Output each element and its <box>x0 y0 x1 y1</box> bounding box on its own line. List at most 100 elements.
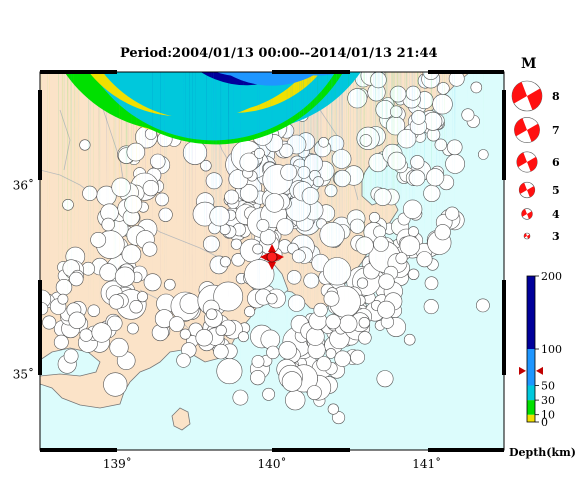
focal-mechanism <box>49 0 396 54</box>
focal-mechanism <box>280 72 298 181</box>
magnitude-legend-ball <box>523 232 531 240</box>
lon-tick-label: 141˚ <box>412 456 441 471</box>
focal-mechanism <box>303 72 320 289</box>
focal-mechanism <box>143 72 162 292</box>
focal-mechanism <box>126 72 295 335</box>
focal-mechanism <box>288 72 306 312</box>
focal-mechanism <box>90 72 107 248</box>
focal-mechanism <box>150 72 166 170</box>
focal-mechanism <box>285 72 306 411</box>
focal-mechanism <box>350 72 365 365</box>
focal-mechanism <box>423 72 439 315</box>
focal-mechanism <box>313 72 328 318</box>
focal-mechanism <box>445 72 460 221</box>
frame-left-ticks <box>38 90 42 375</box>
depth-color-band <box>527 385 535 401</box>
focal-mechanism <box>461 72 475 122</box>
focal-mechanism <box>339 72 358 334</box>
focal-mechanism <box>232 72 342 406</box>
magnitude-legend-ball <box>516 151 538 173</box>
focal-mechanism <box>278 72 297 360</box>
depth-axis-label: Depth(km) <box>509 446 576 459</box>
focal-mechanism <box>87 72 282 317</box>
frame-top-ticks <box>40 70 504 74</box>
focal-mechanism <box>205 72 223 190</box>
focal-mechanism <box>291 72 306 264</box>
focal-mechanism <box>475 72 490 313</box>
depth-tick-label: 10 <box>541 409 555 422</box>
focal-mechanism <box>215 72 227 337</box>
focal-mechanism <box>213 72 229 360</box>
focal-mechanism <box>169 72 185 332</box>
focal-mechanism <box>209 72 230 227</box>
focal-mechanism <box>176 72 320 368</box>
focal-mechanism <box>202 72 220 253</box>
focal-mechanism <box>69 72 250 287</box>
focal-mechanism <box>114 72 219 287</box>
focal-mechanism <box>395 72 408 265</box>
focal-mechanism <box>206 72 218 320</box>
magnitude-legend: 8 7 6 5 4 3 <box>511 80 560 243</box>
magnitude-legend-ball <box>511 80 543 112</box>
depth-color-band <box>527 414 535 422</box>
focal-mechanism <box>107 72 295 331</box>
focal-mechanism <box>399 72 420 256</box>
focal-mechanism <box>142 72 158 257</box>
magnitude-legend-label: 6 <box>552 156 560 169</box>
magnitude-legend-ball <box>521 208 533 220</box>
focal-mechanism <box>101 72 115 232</box>
focal-mechanism <box>426 72 445 187</box>
focal-mechanism <box>195 72 213 347</box>
focal-mechanism <box>318 72 329 148</box>
focal-mechanism <box>305 72 325 346</box>
depth-tick-label: 200 <box>541 270 562 283</box>
focal-mechanism <box>287 72 302 285</box>
focal-mechanism <box>325 72 341 330</box>
focal-mechanism <box>333 72 352 188</box>
focal-mechanism <box>358 72 372 345</box>
epicenter-triangle-top <box>268 244 276 252</box>
focal-mechanism <box>408 72 426 187</box>
focal-mechanism <box>434 72 447 152</box>
focal-mechanism <box>63 72 336 364</box>
focal-mechanism <box>377 72 396 319</box>
focal-mechanism <box>331 72 352 169</box>
focal-mechanism <box>410 72 425 170</box>
focal-mechanism <box>111 72 131 198</box>
depth-tick-label: 100 <box>541 343 562 356</box>
focal-mechanism <box>376 72 394 388</box>
focal-mechanism <box>373 72 389 252</box>
lat-tick-label: 36˚ <box>13 177 34 192</box>
focal-mechanism <box>297 72 311 179</box>
depth-marker-left <box>519 366 526 375</box>
lon-tick-label: 139˚ <box>103 456 132 471</box>
focal-mechanism <box>244 72 275 290</box>
epicenter-triangle-left <box>260 253 268 261</box>
focal-mechanism <box>396 72 417 149</box>
frame-right-ticks <box>502 90 506 375</box>
focal-mechanism <box>82 72 98 201</box>
focal-mechanisms <box>40 0 490 425</box>
focal-mechanism <box>281 72 303 392</box>
focal-mechanism <box>373 72 386 80</box>
epicenter-triangle-right <box>276 253 284 261</box>
depth-marker-right <box>536 366 543 375</box>
island <box>171 407 191 431</box>
focal-mechanism <box>103 72 361 397</box>
focal-mechanism <box>262 72 275 401</box>
focal-mechanism <box>124 72 143 214</box>
focal-mechanism <box>250 72 266 386</box>
focal-mechanism <box>108 72 265 310</box>
magnitude-legend-title: M <box>521 56 537 72</box>
focal-mechanism <box>129 72 263 314</box>
focal-mechanism <box>349 72 365 234</box>
focal-mechanism <box>251 72 265 368</box>
focal-mechanism <box>358 72 371 329</box>
epicenter-triangle-bottom <box>268 262 276 270</box>
focal-mechanism <box>91 72 305 343</box>
focal-mechanism <box>424 72 439 291</box>
focal-mechanism <box>390 72 403 118</box>
focal-mechanism <box>276 72 294 236</box>
depth-color-band <box>527 276 535 349</box>
